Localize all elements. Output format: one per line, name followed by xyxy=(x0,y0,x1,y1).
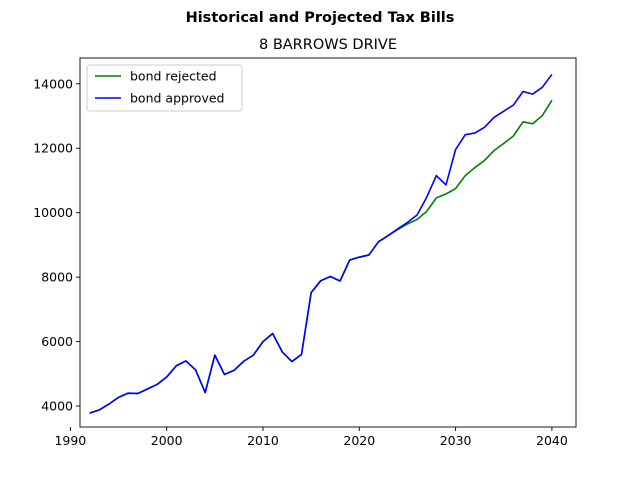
legend-label-bond-approved: bond approved xyxy=(130,91,224,106)
axes-frame xyxy=(79,57,577,428)
legend: bond rejected bond approved xyxy=(86,64,243,112)
series-line-bond-rejected xyxy=(89,99,553,414)
y-tick-label-8000: 8000 xyxy=(41,270,73,285)
y-tick-label-4000: 4000 xyxy=(41,399,73,414)
x-tick-label-2000: 2000 xyxy=(151,433,183,448)
plot-area xyxy=(89,73,553,414)
series-line-bond-approved xyxy=(89,73,553,414)
x-tick-label-2030: 2030 xyxy=(440,433,472,448)
x-tick-label-2040: 2040 xyxy=(536,433,568,448)
y-tick-label-10000: 10000 xyxy=(33,205,73,220)
x-tick-label-2010: 2010 xyxy=(247,433,279,448)
legend-box xyxy=(86,64,243,112)
chart-suptitle: Historical and Projected Tax Bills xyxy=(186,10,455,26)
x-tick-label-2020: 2020 xyxy=(343,433,375,448)
y-tick-label-14000: 14000 xyxy=(33,76,73,91)
x-tick-label-1990: 1990 xyxy=(54,433,86,448)
axes: 1990 2000 2010 2020 2030 2040 4000 6000 8000 1000… xyxy=(33,57,577,448)
y-tick-label-12000: 12000 xyxy=(33,141,73,156)
y-tick-label-6000: 6000 xyxy=(41,334,73,349)
legend-label-bond-rejected: bond rejected xyxy=(130,69,217,84)
chart-title: 8 BARROWS DRIVE xyxy=(259,37,397,53)
